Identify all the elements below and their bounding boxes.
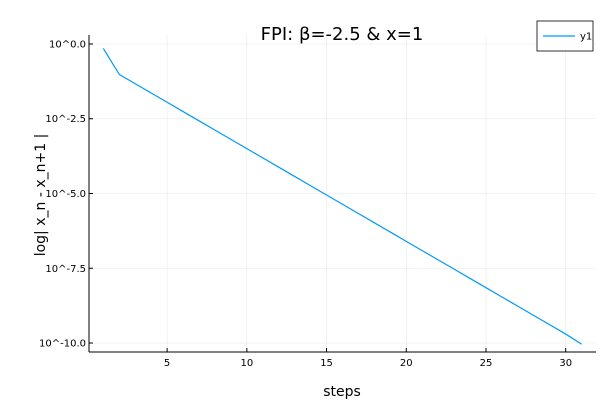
y-tick-label: 10^0.0 <box>49 39 86 50</box>
legend-label-y1: y1 <box>580 32 592 43</box>
legend: y1 <box>536 20 594 52</box>
x-tick-label: 20 <box>400 358 413 369</box>
x-tick-label: 10 <box>240 358 253 369</box>
x-tick-label: 30 <box>559 358 572 369</box>
axes <box>88 35 596 353</box>
y-tick-label: 10^-5.0 <box>45 189 86 200</box>
series-lines <box>102 48 582 345</box>
series-line-y1 <box>102 48 582 345</box>
grid-lines <box>89 35 596 352</box>
y-axis-title: log| x_n - x_n+1 | <box>33 134 49 257</box>
x-tick-label: 25 <box>480 358 493 369</box>
y-tick-label: 10^-2.5 <box>45 114 86 125</box>
x-tick-label: 5 <box>164 358 170 369</box>
y-tick-label: 10^-7.5 <box>45 264 86 275</box>
chart-title: FPI: β=-2.5 & x=1 <box>261 24 424 45</box>
tick-labels: 5 10 15 20 25 30 10^0.0 10^-2.5 10^-5.0 10^-7.5 10… <box>39 39 572 369</box>
y-tick-label: 10^-10.0 <box>39 339 86 350</box>
x-tick-label: 15 <box>320 358 333 369</box>
x-axis-title: steps <box>323 384 361 400</box>
